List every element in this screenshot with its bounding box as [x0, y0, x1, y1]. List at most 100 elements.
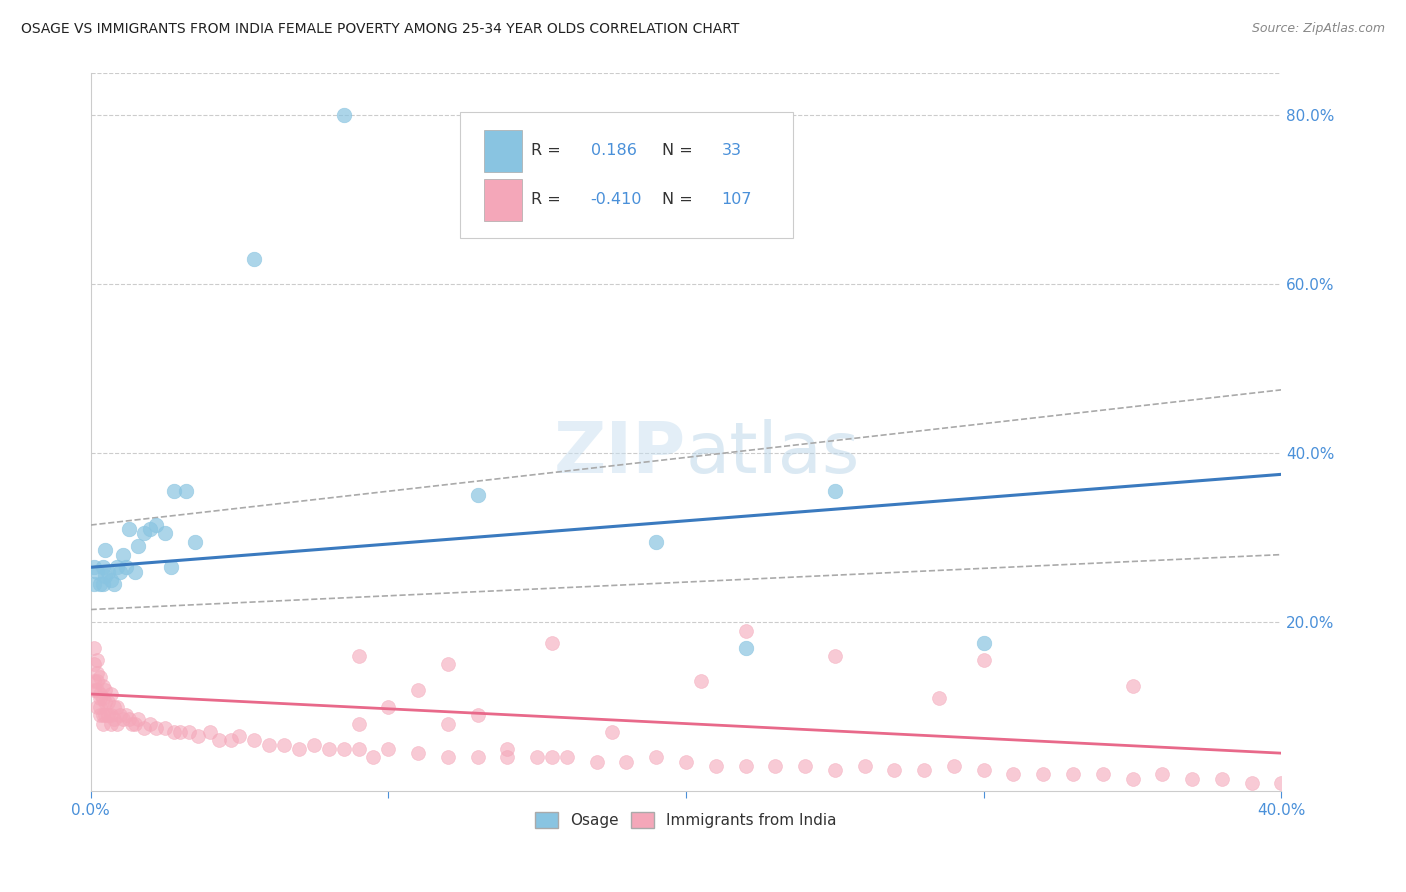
Point	[86, 653, 108, 667]
Point	[973, 763, 995, 777]
Point	[110, 708, 132, 723]
Point	[103, 712, 125, 726]
Point	[163, 725, 186, 739]
Point	[160, 560, 183, 574]
Point	[121, 716, 143, 731]
Point	[91, 577, 114, 591]
Point	[347, 742, 370, 756]
Point	[928, 691, 950, 706]
Text: R =: R =	[531, 144, 567, 159]
Text: ZIP: ZIP	[554, 419, 686, 488]
Point	[690, 674, 713, 689]
Point	[1062, 767, 1084, 781]
Point	[115, 708, 138, 723]
Point	[645, 750, 668, 764]
Point	[91, 691, 114, 706]
Point	[437, 750, 460, 764]
Point	[174, 484, 197, 499]
Point	[153, 526, 176, 541]
Point	[377, 742, 399, 756]
FancyBboxPatch shape	[484, 129, 522, 172]
Point	[645, 535, 668, 549]
Point	[942, 759, 965, 773]
Point	[103, 699, 125, 714]
Point	[94, 682, 117, 697]
Point	[139, 716, 162, 731]
Point	[163, 484, 186, 499]
Text: atlas: atlas	[686, 419, 860, 488]
Point	[467, 488, 489, 502]
Point	[100, 716, 122, 731]
Point	[257, 738, 280, 752]
Point	[1002, 767, 1025, 781]
Point	[91, 716, 114, 731]
Point	[496, 742, 519, 756]
Point	[1270, 776, 1292, 790]
Point	[83, 640, 105, 655]
Point	[94, 708, 117, 723]
Point	[332, 742, 354, 756]
Point	[83, 682, 105, 697]
Point	[883, 763, 905, 777]
Point	[94, 568, 117, 582]
Point	[145, 721, 167, 735]
Text: N =: N =	[662, 144, 697, 159]
Point	[97, 696, 120, 710]
Point	[124, 716, 146, 731]
Point	[1240, 776, 1263, 790]
Point	[273, 738, 295, 752]
FancyBboxPatch shape	[460, 112, 793, 238]
Point	[824, 763, 846, 777]
Point	[118, 522, 141, 536]
Text: R =: R =	[531, 193, 567, 207]
Point	[112, 548, 135, 562]
Point	[437, 657, 460, 672]
Text: OSAGE VS IMMIGRANTS FROM INDIA FEMALE POVERTY AMONG 25-34 YEAR OLDS CORRELATION : OSAGE VS IMMIGRANTS FROM INDIA FEMALE PO…	[21, 22, 740, 37]
Point	[332, 108, 354, 122]
Point	[103, 577, 125, 591]
Point	[86, 665, 108, 680]
Point	[347, 716, 370, 731]
Point	[467, 750, 489, 764]
Text: 107: 107	[721, 193, 752, 207]
Point	[86, 674, 108, 689]
Point	[139, 522, 162, 536]
Point	[585, 755, 607, 769]
Point	[89, 670, 111, 684]
Point	[91, 560, 114, 574]
Text: Source: ZipAtlas.com: Source: ZipAtlas.com	[1251, 22, 1385, 36]
Point	[467, 708, 489, 723]
Point	[302, 738, 325, 752]
Point	[973, 636, 995, 650]
Point	[187, 729, 209, 743]
Point	[97, 708, 120, 723]
Point	[1122, 772, 1144, 786]
Point	[112, 712, 135, 726]
Legend: Osage, Immigrants from India: Osage, Immigrants from India	[529, 806, 844, 834]
Point	[541, 636, 564, 650]
Point	[288, 742, 311, 756]
Point	[824, 484, 846, 499]
Text: N =: N =	[662, 193, 697, 207]
Point	[734, 759, 756, 773]
Point	[134, 721, 156, 735]
Point	[1211, 772, 1233, 786]
Point	[89, 687, 111, 701]
Point	[127, 539, 149, 553]
Point	[100, 573, 122, 587]
Point	[437, 716, 460, 731]
Point	[794, 759, 817, 773]
Point	[704, 759, 727, 773]
Point	[555, 750, 578, 764]
Point	[86, 682, 108, 697]
Point	[496, 750, 519, 764]
Point	[100, 687, 122, 701]
Point	[675, 755, 697, 769]
Point	[243, 252, 266, 266]
Point	[86, 565, 108, 579]
Point	[406, 682, 429, 697]
Point	[94, 696, 117, 710]
Point	[600, 725, 623, 739]
Point	[318, 742, 340, 756]
Point	[184, 535, 207, 549]
